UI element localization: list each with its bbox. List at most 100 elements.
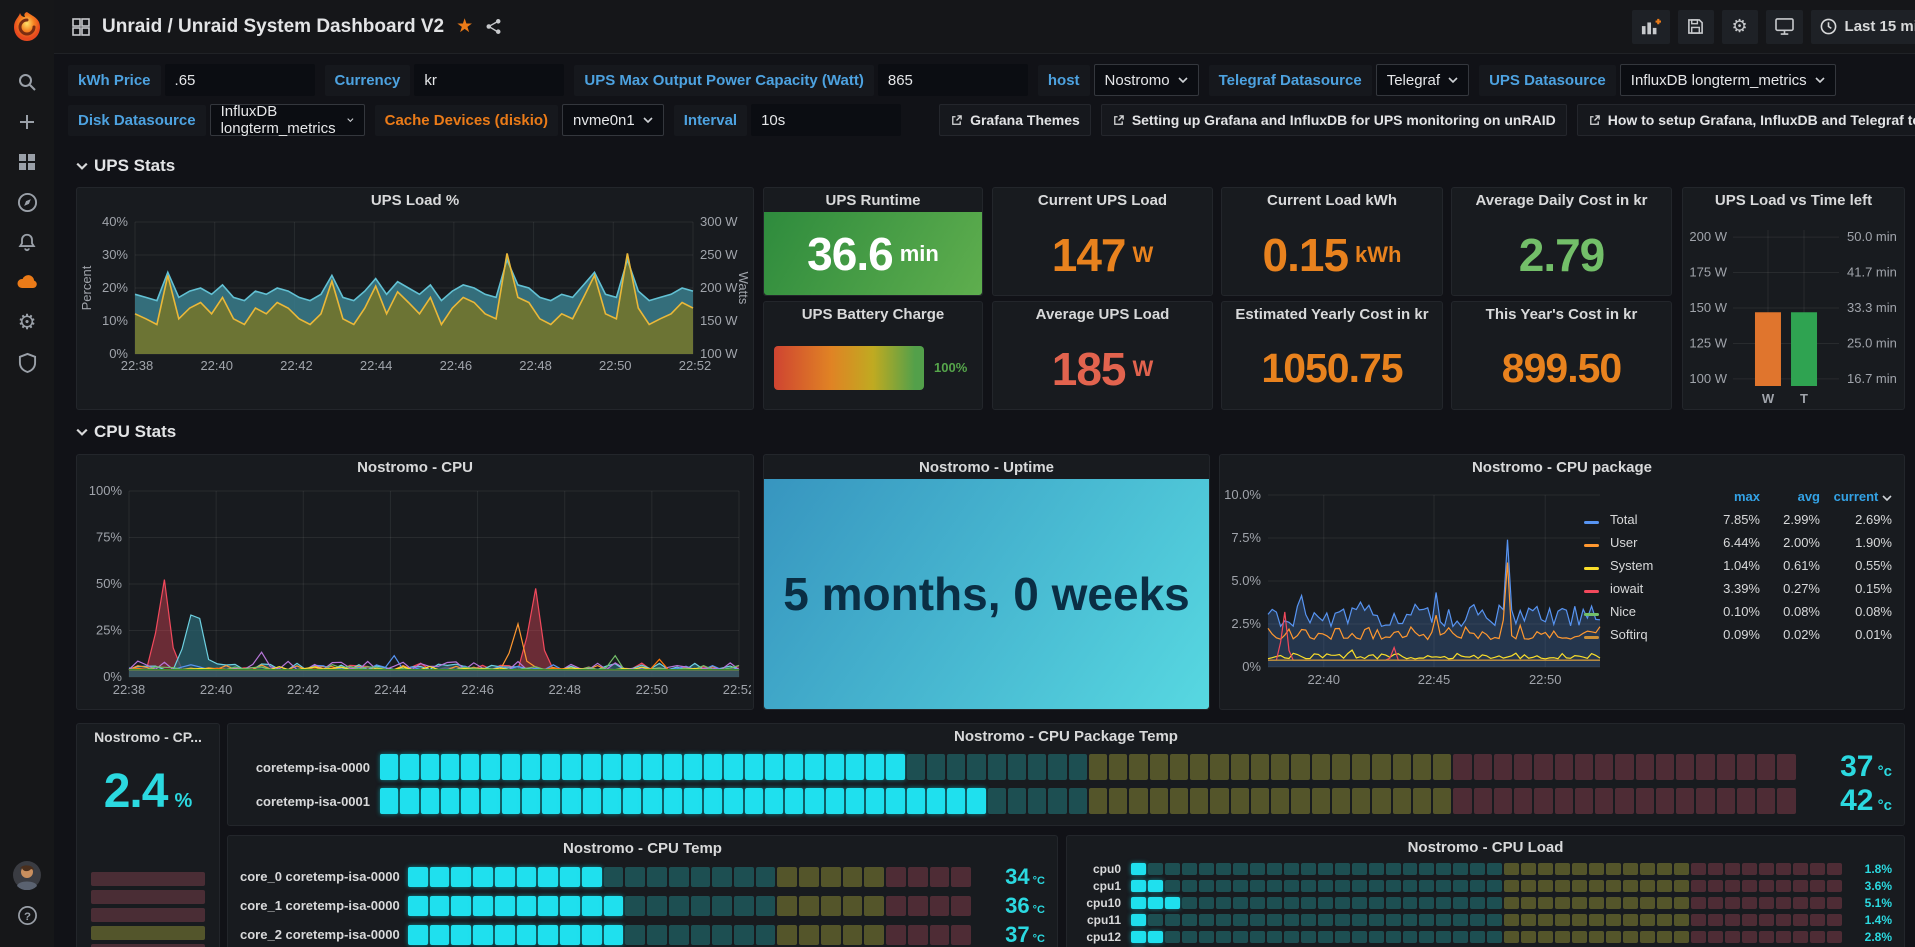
variable-label: Interval <box>673 104 748 136</box>
legend-row-total[interactable]: Total 7.85% 2.99% 2.69% <box>1584 512 1892 527</box>
led-cell <box>1164 930 1180 943</box>
legend-row-nice[interactable]: Nice 0.10% 0.08% 0.08% <box>1584 604 1892 619</box>
dashboard-title[interactable]: Unraid / Unraid System Dashboard V2 <box>102 15 445 37</box>
variable-input[interactable]: .65 <box>164 64 315 96</box>
dashboard-link[interactable]: How to setup Grafana, InfluxDB and Teleg… <box>1576 104 1915 136</box>
led-cell <box>1300 930 1316 943</box>
variable-input[interactable]: 10s <box>751 104 902 136</box>
led-cell <box>1215 930 1231 943</box>
help-icon[interactable]: ? <box>8 895 46 935</box>
legend-row-iowait[interactable]: iowait 3.39% 0.27% 0.15% <box>1584 581 1892 596</box>
svg-text:300 W: 300 W <box>700 214 738 229</box>
panel-title[interactable]: UPS Runtime <box>825 192 921 209</box>
dashboard-settings-button[interactable]: ⚙ <box>1721 9 1758 44</box>
panel-title[interactable]: Nostromo - CPU Temp <box>563 840 722 857</box>
time-range-picker[interactable]: Last 15 minutes <box>1810 9 1915 44</box>
led-cell <box>1436 862 1452 875</box>
alerting-bell-icon[interactable] <box>8 222 46 262</box>
panel-title[interactable]: Average UPS Load <box>1035 306 1170 323</box>
cpu-temp-rows: core_0 coretemp-isa-0000 34 °C core_1 core… <box>228 862 1057 947</box>
led-cell <box>625 866 646 887</box>
section-header-cpu[interactable]: CPU Stats <box>76 422 176 442</box>
panel-title[interactable]: This Year's Cost in kr <box>1485 306 1638 323</box>
legend-value-avg: 0.27% <box>1783 581 1820 596</box>
cpu-chart[interactable]: 100% 75% 50% 25% 0% 22:38 22:40 22:42 22:44 22:46… <box>77 481 753 709</box>
svg-text:150 W: 150 W <box>700 313 738 328</box>
panel-title[interactable]: Nostromo - CPU Load <box>1407 839 1564 856</box>
panel-title[interactable]: Nostromo - CPU package <box>1471 459 1653 476</box>
led-cell <box>451 895 472 916</box>
server-admin-shield-icon[interactable] <box>8 342 46 382</box>
variable-input[interactable]: 865 <box>877 64 1028 96</box>
led-row-label: cpu1 <box>1092 878 1121 893</box>
grafana-logo[interactable] <box>10 10 44 44</box>
led-cell <box>805 754 824 780</box>
variable-dropdown[interactable]: InfluxDB longterm_metrics <box>1619 64 1836 96</box>
panel-title[interactable]: Nostromo - CP... <box>94 729 202 745</box>
led-cell <box>581 866 602 887</box>
save-dashboard-button[interactable] <box>1677 9 1714 44</box>
cloud-app-icon[interactable] <box>8 262 46 302</box>
legend-item-watts[interactable]: Watts Min: 147 W Max: 260 W Avg: 170 W <box>421 407 689 409</box>
share-icon[interactable] <box>485 18 502 35</box>
panel-title[interactable]: UPS Load % <box>370 192 460 209</box>
led-cell <box>1572 930 1588 943</box>
led-cell <box>1707 913 1723 926</box>
panel-title[interactable]: Estimated Yearly Cost in kr <box>1235 306 1429 323</box>
led-cell <box>473 895 493 916</box>
led-cell <box>1433 788 1452 814</box>
led-cell <box>820 866 841 887</box>
led-cell <box>1351 862 1367 875</box>
led-cell <box>1453 879 1469 892</box>
tv-mode-button[interactable] <box>1765 9 1803 44</box>
dashboard-link[interactable]: Setting up Grafana and InfluxDB for UPS … <box>1100 104 1567 136</box>
led-cell <box>1538 896 1554 909</box>
led-cell <box>1775 862 1791 875</box>
led-cell <box>1402 862 1418 875</box>
load-vs-timeleft-chart[interactable]: 200 W 50.0 min 175 W 41.7 min 150 W 33.3 min 1… <box>1683 214 1904 409</box>
panel-title[interactable]: Current Load kWh <box>1267 192 1397 209</box>
user-avatar[interactable] <box>8 855 46 895</box>
svg-text:Watts: Watts <box>736 272 751 305</box>
favorite-star-icon[interactable]: ★ <box>456 16 474 37</box>
create-plus-icon[interactable] <box>8 102 46 142</box>
legend-col-max[interactable]: max <box>1733 489 1760 504</box>
led-cell <box>1419 930 1435 943</box>
legend-item-ups-load[interactable]: UPS Load Min: 17% Max: 30% Avg: 20% <box>135 407 395 409</box>
variable-dropdown[interactable]: Telegraf <box>1375 64 1470 96</box>
led-cell <box>1249 913 1265 926</box>
led-cell <box>1232 862 1248 875</box>
panel-title[interactable]: Average Daily Cost in kr <box>1475 192 1648 209</box>
panel-title[interactable]: UPS Load vs Time left <box>1714 192 1873 209</box>
variable-dropdown[interactable]: Nostromo <box>1093 64 1199 96</box>
add-panel-button[interactable] <box>1631 9 1670 44</box>
legend-row-softirq[interactable]: Softirq 0.09% 0.02% 0.01% <box>1584 627 1892 642</box>
explore-compass-icon[interactable] <box>8 182 46 222</box>
led-cell <box>886 754 905 780</box>
variable-dropdown[interactable]: InfluxDB longterm_metrics <box>209 103 365 137</box>
cpu-package-chart[interactable]: 10.0% 7.5% 5.0% 2.5% 0% 22:40 22:45 22:50 <box>1220 481 1612 708</box>
led-cell <box>1007 788 1026 814</box>
search-icon[interactable] <box>8 62 46 102</box>
variable-input[interactable]: kr <box>414 64 565 96</box>
led-cell <box>625 924 646 945</box>
legend-col-current[interactable]: current <box>1820 489 1892 504</box>
led-cell <box>734 924 754 945</box>
panel-title[interactable]: Current UPS Load <box>1037 192 1168 209</box>
panel-title[interactable]: Nostromo - Uptime <box>919 459 1054 476</box>
dashboards-icon[interactable] <box>8 142 46 182</box>
dashboard-link[interactable]: Grafana Themes <box>939 104 1091 136</box>
collapse-chevron-icon <box>76 428 88 436</box>
legend-row-system[interactable]: System 1.04% 0.61% 0.55% <box>1584 558 1892 573</box>
legend-row-user[interactable]: User 6.44% 2.00% 1.90% <box>1584 535 1892 550</box>
cpu-package-legend: max avg current Total 7.85% 2.99% 2.69% User 6.… <box>1584 489 1892 650</box>
panel-title[interactable]: Nostromo - CPU Package Temp <box>954 728 1178 745</box>
variable-dropdown[interactable]: nvme0n1 <box>562 104 664 136</box>
panel-title[interactable]: UPS Battery Charge <box>801 306 945 323</box>
panel-title[interactable]: Nostromo - CPU <box>357 459 473 476</box>
section-header-ups[interactable]: UPS Stats <box>76 156 175 176</box>
legend-col-avg[interactable]: avg <box>1797 489 1820 504</box>
configuration-gear-icon[interactable]: ⚙ <box>17 310 37 334</box>
led-cell <box>1674 913 1689 926</box>
